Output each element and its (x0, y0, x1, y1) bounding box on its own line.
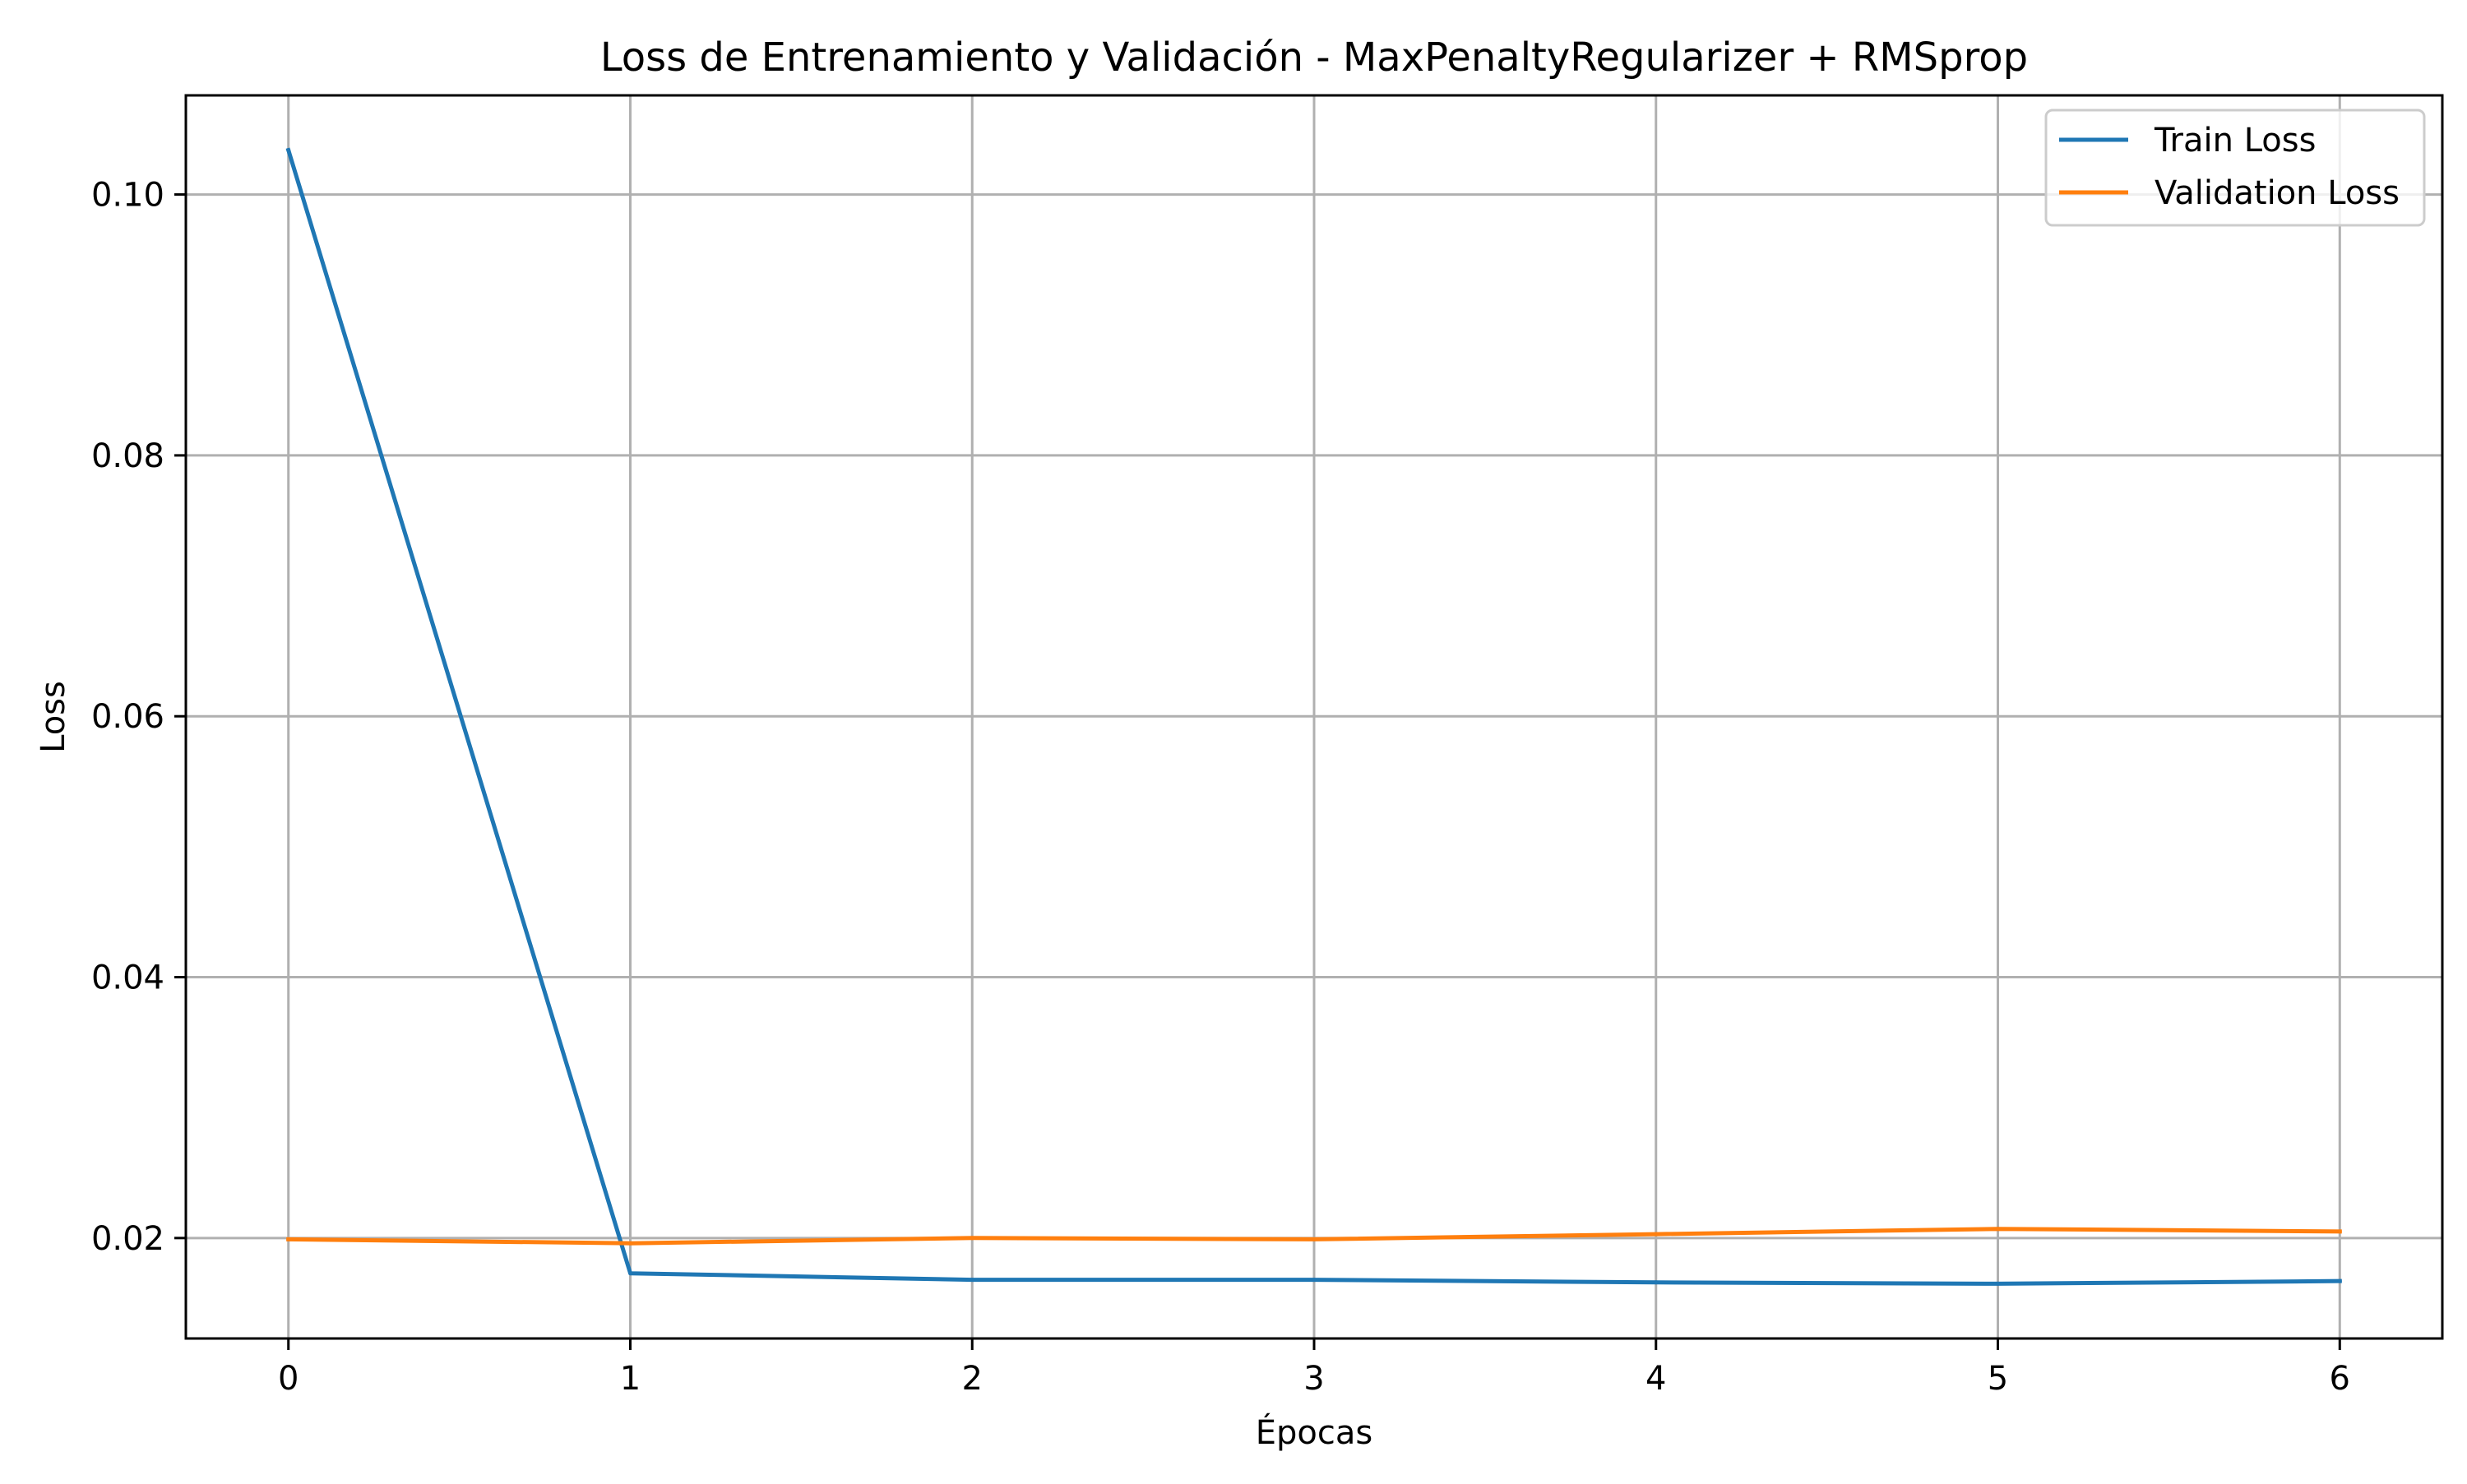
x-tick-label: 4 (1645, 1360, 1666, 1398)
chart-title: Loss de Entrenamiento y Validación - Max… (600, 35, 2028, 81)
data-point (2337, 1278, 2342, 1283)
legend-label: Train Loss (2154, 122, 2316, 159)
legend-box (2044, 109, 2426, 227)
data-point (286, 1237, 291, 1241)
data-point (286, 148, 291, 153)
data-point (1654, 1280, 1659, 1285)
data-point (1996, 1281, 2001, 1286)
grid (186, 95, 2442, 1338)
data-point (1996, 1227, 2001, 1232)
data-point (1312, 1237, 1317, 1241)
legend-label: Validation Loss (2155, 174, 2400, 212)
y-tick-label: 0.06 (91, 698, 164, 736)
data-point (970, 1278, 974, 1283)
data-point (627, 1271, 632, 1276)
data-point (2337, 1229, 2342, 1234)
x-tick-label: 2 (962, 1360, 983, 1398)
y-axis-label: Loss (35, 681, 72, 753)
x-tick-label: 6 (2330, 1360, 2350, 1398)
y-tick-label: 0.04 (91, 959, 164, 997)
data-point (1654, 1232, 1659, 1237)
data-point (970, 1236, 974, 1241)
x-tick-label: 1 (620, 1360, 641, 1398)
data-point (1312, 1278, 1317, 1283)
data-point (627, 1241, 632, 1246)
x-tick-label: 3 (1303, 1360, 1324, 1398)
legend: Train Loss Validation Loss (2044, 109, 2426, 227)
series-lines (285, 147, 2342, 1286)
axis-ticks: 0 1 2 3 4 5 6 0.02 0.04 0.06 0.08 0.10 (91, 177, 2350, 1398)
x-tick-label: 5 (1988, 1360, 2008, 1398)
y-tick-label: 0.10 (91, 177, 164, 215)
x-axis-label: Épocas (1256, 1412, 1372, 1452)
y-tick-label: 0.08 (91, 437, 164, 475)
y-tick-label: 0.02 (91, 1220, 164, 1258)
x-tick-label: 0 (278, 1360, 299, 1398)
